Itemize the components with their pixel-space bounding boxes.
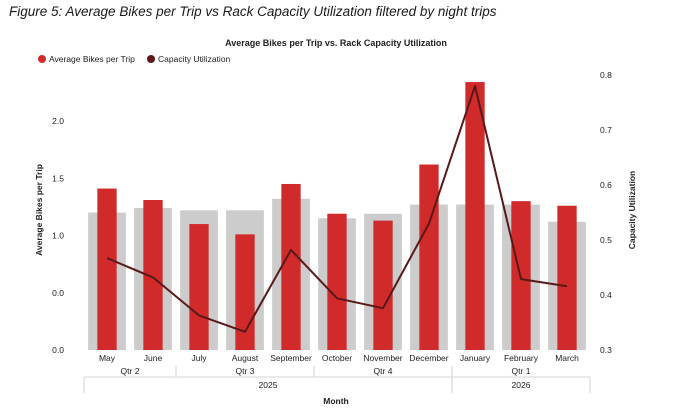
- y-axis-label: Average Bikes per Trip: [34, 164, 44, 256]
- primary-bar: [189, 224, 209, 350]
- x-tick-label: November: [363, 353, 402, 363]
- primary-bar: [327, 213, 347, 350]
- y2-tick-label: 0.4: [600, 290, 612, 300]
- y2-axis-label: Capacity Utilization: [627, 171, 637, 249]
- y2-axis-ticks: 0.3 0.4 0.5 0.6 0.7 0.8: [600, 70, 612, 355]
- x-tick-label: July: [191, 353, 207, 363]
- x-tick-label: September: [270, 353, 312, 363]
- x-axis-label: Month: [323, 396, 349, 406]
- year-label: 2026: [512, 380, 531, 390]
- legend-label-bikes: Average Bikes per Trip: [49, 54, 135, 64]
- x-tick-label: January: [460, 353, 491, 363]
- legend-marker-bikes: [38, 55, 46, 63]
- y2-tick-label: 0.5: [600, 235, 612, 245]
- y2-tick-label: 0.3: [600, 345, 612, 355]
- y-tick-label: 1.5: [52, 173, 64, 183]
- x-tick-label: May: [99, 353, 116, 363]
- primary-bar: [97, 188, 117, 350]
- capacity-line: [106, 85, 568, 333]
- chart-title: Average Bikes per Trip vs. Rack Capacity…: [225, 38, 447, 48]
- legend-label-capacity: Capacity Utilization: [158, 54, 231, 64]
- y-tick-label: 0.0: [52, 288, 64, 298]
- quarter-label: Qtr 1: [512, 366, 531, 376]
- quarter-label: Qtr 3: [236, 366, 255, 376]
- x-tick-label: February: [504, 353, 539, 363]
- y-tick-label: 0.0: [52, 345, 64, 355]
- y2-tick-label: 0.8: [600, 70, 612, 80]
- x-axis: May June July August September October Novembe…: [83, 353, 591, 393]
- legend-marker-capacity: [147, 55, 155, 63]
- primary-bar: [557, 205, 577, 350]
- y-tick-label: 2.0: [52, 116, 64, 126]
- x-tick-label: December: [409, 353, 448, 363]
- quarter-label: Qtr 2: [121, 366, 140, 376]
- primary-bar: [419, 164, 439, 350]
- primary-bar: [143, 200, 163, 350]
- figure-title: Figure 5: Average Bikes per Trip vs Rack…: [9, 4, 497, 19]
- x-tick-label: October: [322, 353, 352, 363]
- legend: Average Bikes per Trip Capacity Utilizat…: [38, 54, 231, 64]
- y-tick-label: 1.0: [52, 231, 64, 241]
- primary-bar: [281, 183, 301, 350]
- y2-tick-label: 0.6: [600, 180, 612, 190]
- y-axis-ticks: 0.0 0.0 1.0 1.5 2.0: [52, 116, 64, 355]
- year-label: 2025: [259, 380, 278, 390]
- y2-tick-label: 0.7: [600, 125, 612, 135]
- quarter-label: Qtr 4: [374, 366, 393, 376]
- primary-bar: [465, 82, 485, 350]
- x-tick-label: June: [144, 353, 163, 363]
- x-tick-label: August: [232, 353, 259, 363]
- primary-bar: [235, 234, 255, 350]
- primary-bar: [373, 220, 393, 350]
- primary-bars: [97, 82, 577, 350]
- x-tick-label: March: [555, 353, 579, 363]
